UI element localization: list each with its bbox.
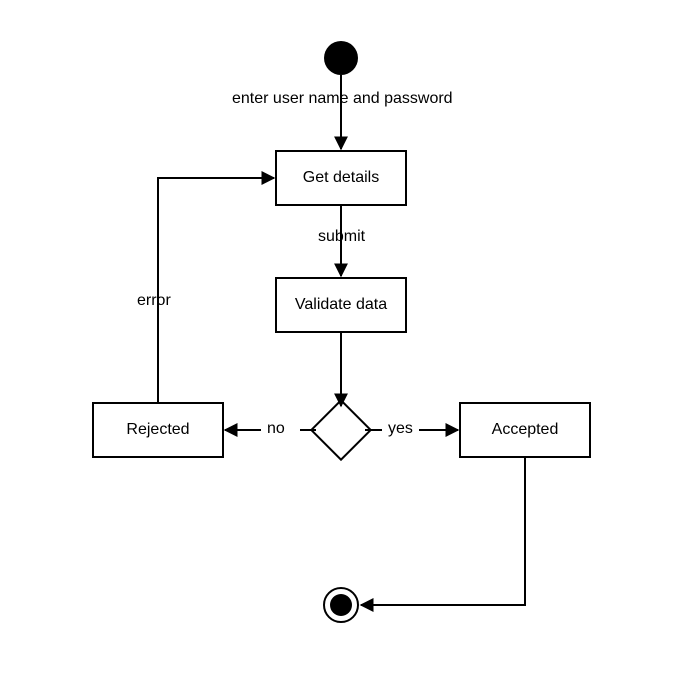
edge-label-yes: yes [388, 420, 413, 438]
flowchart-canvas: Get details Validate data Rejected Accep… [0, 0, 682, 686]
node-rejected-label: Rejected [126, 421, 189, 439]
node-get-details-label: Get details [303, 169, 379, 187]
node-rejected: Rejected [92, 402, 224, 458]
end-node [323, 587, 359, 623]
node-get-details: Get details [275, 150, 407, 206]
edge-label-enter: enter user name and password [232, 90, 453, 108]
edge-rejected-to-get [158, 178, 274, 402]
node-accepted: Accepted [459, 402, 591, 458]
node-validate-data: Validate data [275, 277, 407, 333]
edge-accepted-to-end [361, 458, 525, 605]
end-node-inner [330, 594, 352, 616]
node-validate-data-label: Validate data [295, 296, 387, 314]
decision-node [310, 399, 372, 461]
start-node [324, 41, 358, 75]
edge-label-submit: submit [318, 228, 365, 246]
edge-label-error: error [137, 292, 171, 310]
node-accepted-label: Accepted [492, 421, 559, 439]
edge-label-no: no [267, 420, 285, 438]
